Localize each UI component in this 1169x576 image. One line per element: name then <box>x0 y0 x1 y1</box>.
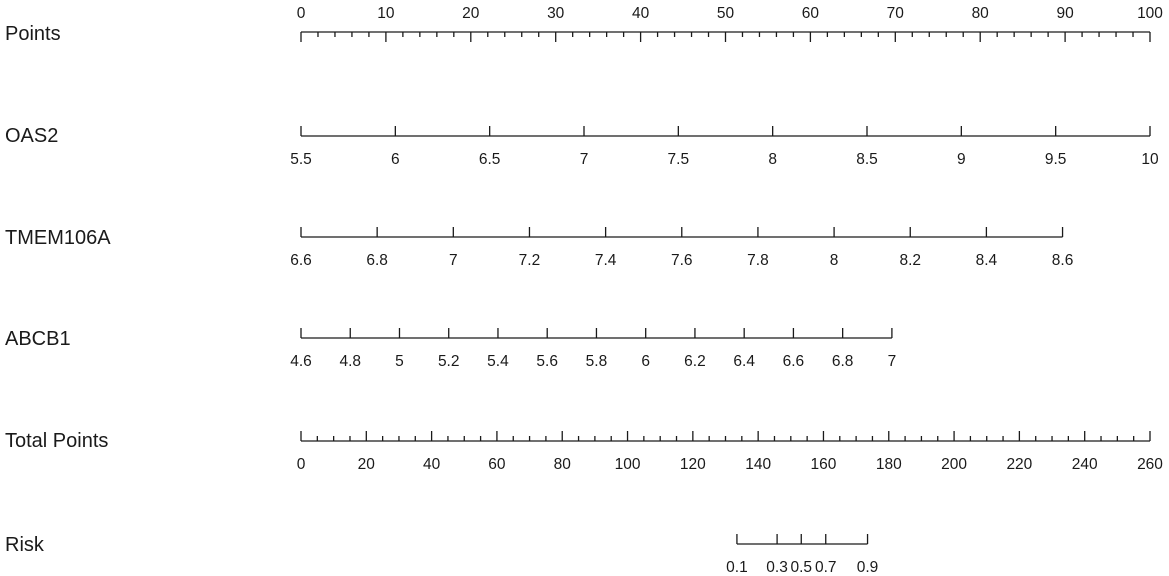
tick-label-total_points: 240 <box>1072 456 1098 473</box>
tick-label-total_points: 200 <box>941 456 967 473</box>
tick-label-total_points: 220 <box>1006 456 1032 473</box>
tick-label-oas2: 8 <box>768 151 777 168</box>
tick-label-abcb1: 6 <box>641 353 650 370</box>
tick-label-tmem106a: 7.8 <box>747 252 769 269</box>
tick-label-abcb1: 5.8 <box>586 353 608 370</box>
tick-label-oas2: 5.5 <box>290 151 312 168</box>
tick-label-abcb1: 5 <box>395 353 404 370</box>
row-label-points: Points <box>5 23 61 45</box>
tick-label-points: 90 <box>1056 5 1074 22</box>
row-oas2: OAS2 5.5 6 6.5 7 7.5 8 8.5 9 9.5 10 <box>5 125 1159 168</box>
tick-label-points: 30 <box>547 5 565 22</box>
tick-label-total_points: 120 <box>680 456 706 473</box>
row-total_points: Total Points 0 20 40 60 80 100 120 140 160 180 200 2… <box>5 430 1163 473</box>
tick-label-points: 0 <box>297 5 306 22</box>
tick-label-tmem106a: 7.6 <box>671 252 693 269</box>
tick-label-risk: 0.7 <box>815 559 837 576</box>
tick-label-abcb1: 6.2 <box>684 353 706 370</box>
row-label-abcb1: ABCB1 <box>5 328 71 350</box>
tick-label-total_points: 140 <box>745 456 771 473</box>
tick-label-points: 20 <box>462 5 480 22</box>
tick-label-abcb1: 7 <box>888 353 897 370</box>
tick-label-oas2: 9.5 <box>1045 151 1067 168</box>
tick-label-tmem106a: 7 <box>449 252 458 269</box>
tick-label-tmem106a: 8 <box>830 252 839 269</box>
tick-label-abcb1: 5.4 <box>487 353 509 370</box>
tick-label-abcb1: 4.8 <box>339 353 361 370</box>
tick-label-oas2: 6 <box>391 151 400 168</box>
tick-label-oas2: 7 <box>580 151 589 168</box>
row-risk: Risk 0.1 0.3 0.5 0.7 0.9 <box>5 534 878 576</box>
tick-label-total_points: 160 <box>811 456 837 473</box>
tick-label-points: 10 <box>377 5 395 22</box>
tick-label-tmem106a: 8.2 <box>899 252 921 269</box>
tick-label-total_points: 20 <box>358 456 376 473</box>
tick-label-total_points: 100 <box>615 456 641 473</box>
tick-label-risk: 0.1 <box>726 559 748 576</box>
tick-label-tmem106a: 6.6 <box>290 252 312 269</box>
row-tmem106a: TMEM106A 6.6 6.8 7 7.2 7.4 7.6 7.8 8 8.2 8.4 8.6 <box>5 227 1073 269</box>
tick-label-total_points: 40 <box>423 456 441 473</box>
tick-label-oas2: 8.5 <box>856 151 878 168</box>
row-label-oas2: OAS2 <box>5 125 58 147</box>
tick-label-points: 100 <box>1137 5 1163 22</box>
tick-label-tmem106a: 7.4 <box>595 252 617 269</box>
tick-label-total_points: 0 <box>297 456 306 473</box>
tick-label-points: 70 <box>887 5 905 22</box>
tick-label-oas2: 10 <box>1141 151 1159 168</box>
row-label-total_points: Total Points <box>5 430 108 452</box>
tick-label-tmem106a: 8.6 <box>1052 252 1074 269</box>
row-label-risk: Risk <box>5 534 45 556</box>
tick-label-risk: 0.3 <box>766 559 788 576</box>
tick-label-points: 40 <box>632 5 650 22</box>
tick-label-abcb1: 6.4 <box>733 353 755 370</box>
tick-label-abcb1: 6.8 <box>832 353 854 370</box>
tick-label-oas2: 9 <box>957 151 966 168</box>
tick-label-points: 80 <box>972 5 990 22</box>
tick-label-abcb1: 5.2 <box>438 353 460 370</box>
tick-label-risk: 0.9 <box>857 559 879 576</box>
row-points: Points 0 10 20 30 40 50 60 70 80 90 100 <box>5 5 1163 45</box>
tick-label-total_points: 80 <box>554 456 572 473</box>
tick-label-total_points: 60 <box>488 456 506 473</box>
tick-label-abcb1: 5.6 <box>536 353 558 370</box>
tick-label-tmem106a: 8.4 <box>976 252 998 269</box>
tick-label-tmem106a: 6.8 <box>366 252 388 269</box>
tick-label-total_points: 180 <box>876 456 902 473</box>
row-abcb1: ABCB1 4.6 4.8 5 5.2 5.4 5.6 5.8 6 6.2 6.4 6.6 6.8 7 <box>5 328 896 370</box>
tick-label-abcb1: 4.6 <box>290 353 312 370</box>
tick-label-tmem106a: 7.2 <box>519 252 541 269</box>
tick-label-risk: 0.5 <box>790 559 812 576</box>
tick-label-total_points: 260 <box>1137 456 1163 473</box>
tick-label-oas2: 6.5 <box>479 151 501 168</box>
tick-label-points: 60 <box>802 5 820 22</box>
tick-label-oas2: 7.5 <box>668 151 690 168</box>
tick-label-points: 50 <box>717 5 735 22</box>
tick-label-abcb1: 6.6 <box>783 353 805 370</box>
row-label-tmem106a: TMEM106A <box>5 227 111 249</box>
